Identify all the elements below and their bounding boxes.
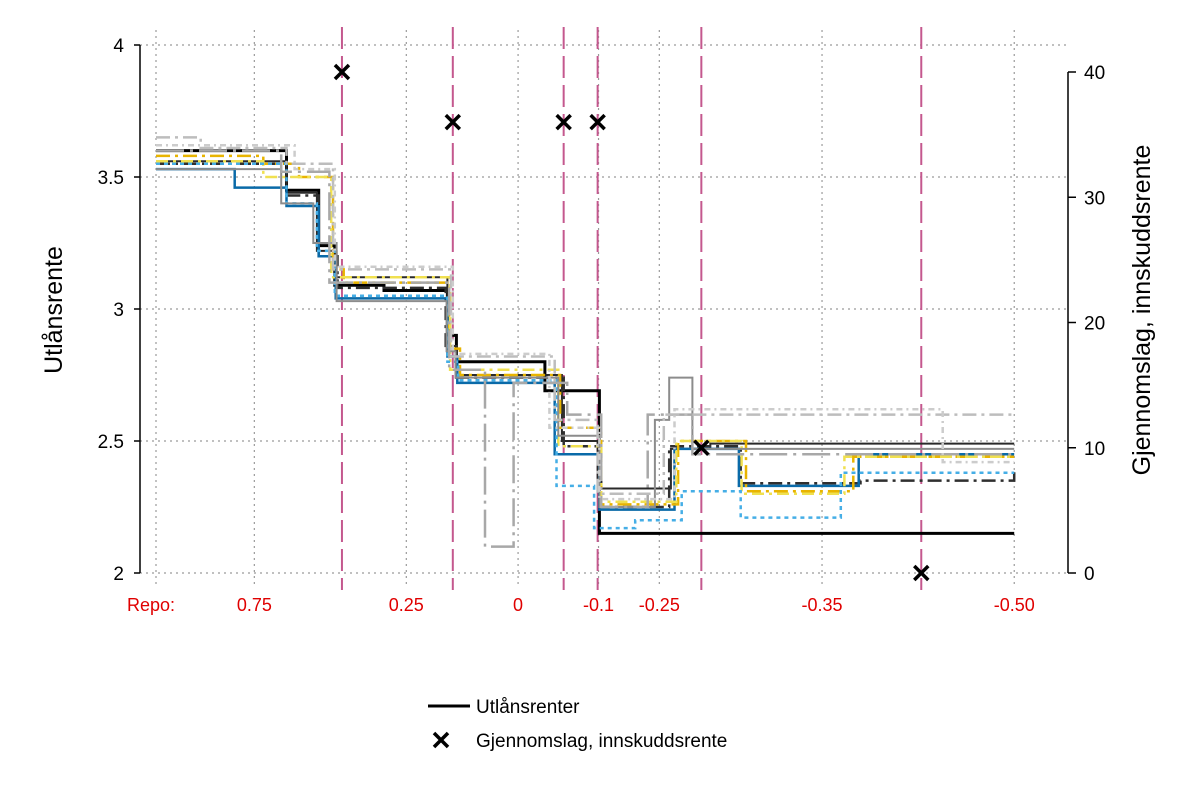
gjennomslag-marker	[589, 113, 606, 131]
y-axis-left-label: Utlånsrente	[40, 246, 68, 374]
repo-tick-label: -0.1	[583, 595, 614, 615]
repo-tick-label: 0.75	[237, 595, 272, 615]
repo-tick-label: -0.35	[802, 595, 843, 615]
repo-tick-label: -0.25	[639, 595, 680, 615]
series-line-2	[156, 162, 1016, 509]
marker-stroke	[693, 439, 710, 456]
series-line-8	[156, 149, 1015, 548]
marker-stroke	[913, 564, 930, 582]
y-right-tick-label: 10	[1084, 439, 1105, 460]
marker-stroke	[589, 113, 606, 131]
repo-tick-label: 0.25	[389, 595, 424, 615]
series-line-3	[156, 167, 1015, 511]
series-line-4	[156, 154, 1015, 506]
series-line-5	[156, 159, 1015, 503]
series-line-9	[156, 136, 1015, 496]
gjennomslag-points	[333, 63, 930, 582]
y-left-tick-label: 2	[113, 564, 124, 585]
gjennomslag-marker	[555, 113, 572, 131]
repo-tick-label: -0.50	[994, 595, 1035, 615]
gjennomslag-marker	[913, 564, 930, 582]
legend: Utlånsrenter Gjennomslag, innskuddsrente	[428, 697, 727, 752]
legend-label-gjennomslag: Gjennomslag, innskuddsrente	[476, 731, 727, 752]
series-line-1	[156, 160, 1015, 490]
gjennomslag-marker	[444, 113, 462, 131]
y-right-tick-label: 40	[1084, 63, 1105, 84]
series-group	[156, 136, 1016, 548]
series-line-7	[156, 168, 1015, 508]
y-left-tick-label: 3.5	[98, 168, 124, 189]
marker-stroke	[444, 113, 462, 131]
marker-stroke	[333, 63, 351, 81]
y-right-tick-label: 0	[1084, 564, 1095, 585]
y-left-tick-label: 3	[113, 300, 124, 321]
marker-stroke	[555, 113, 572, 131]
y-right-tick-label: 30	[1084, 188, 1105, 209]
grid	[140, 30, 1068, 588]
repo-tick-label: 0	[513, 595, 523, 615]
y-right-tick-label: 20	[1084, 314, 1105, 335]
series-line-0	[156, 149, 1015, 535]
y-left-tick-label: 2.5	[98, 432, 124, 453]
gjennomslag-marker	[333, 63, 351, 81]
y-left-tick-label: 4	[113, 36, 124, 57]
gjennomslag-marker	[693, 439, 710, 456]
y-axis-right-label: Gjennomslag, innskuddsrente	[1128, 145, 1156, 476]
repo-label: Repo:	[127, 595, 175, 615]
legend-x-marker	[432, 731, 450, 749]
legend-label-utlansrenter: Utlånsrenter	[476, 697, 580, 718]
series-line-6	[156, 162, 1015, 530]
